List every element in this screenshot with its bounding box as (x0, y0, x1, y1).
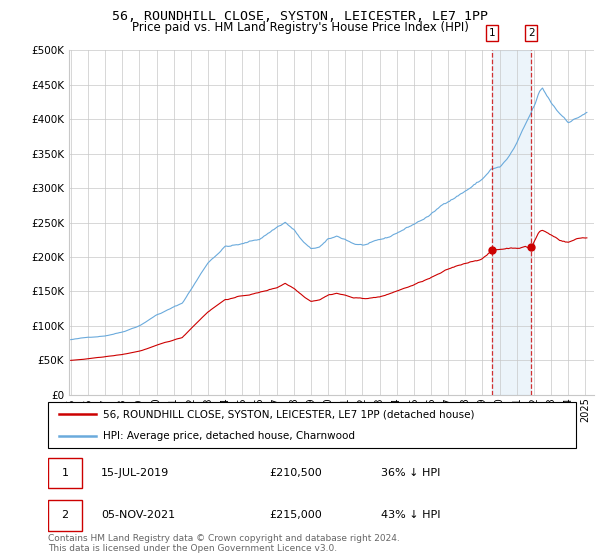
Text: £210,500: £210,500 (270, 468, 323, 478)
Text: 36% ↓ HPI: 36% ↓ HPI (380, 468, 440, 478)
Text: 56, ROUNDHILL CLOSE, SYSTON, LEICESTER, LE7 1PP: 56, ROUNDHILL CLOSE, SYSTON, LEICESTER, … (112, 10, 488, 22)
Text: 2: 2 (528, 28, 535, 38)
FancyBboxPatch shape (48, 500, 82, 531)
Text: Contains HM Land Registry data © Crown copyright and database right 2024.
This d: Contains HM Land Registry data © Crown c… (48, 534, 400, 553)
Text: 15-JUL-2019: 15-JUL-2019 (101, 468, 169, 478)
Text: HPI: Average price, detached house, Charnwood: HPI: Average price, detached house, Char… (103, 431, 355, 441)
Text: 1: 1 (488, 28, 495, 38)
Text: £215,000: £215,000 (270, 511, 323, 520)
Text: Price paid vs. HM Land Registry's House Price Index (HPI): Price paid vs. HM Land Registry's House … (131, 21, 469, 34)
Text: 56, ROUNDHILL CLOSE, SYSTON, LEICESTER, LE7 1PP (detached house): 56, ROUNDHILL CLOSE, SYSTON, LEICESTER, … (103, 409, 475, 419)
Text: 43% ↓ HPI: 43% ↓ HPI (380, 511, 440, 520)
FancyBboxPatch shape (48, 402, 576, 448)
Bar (492, 50, 531, 395)
Text: 05-NOV-2021: 05-NOV-2021 (101, 511, 175, 520)
FancyBboxPatch shape (48, 458, 82, 488)
Text: 2: 2 (62, 511, 69, 520)
Text: 1: 1 (62, 468, 68, 478)
